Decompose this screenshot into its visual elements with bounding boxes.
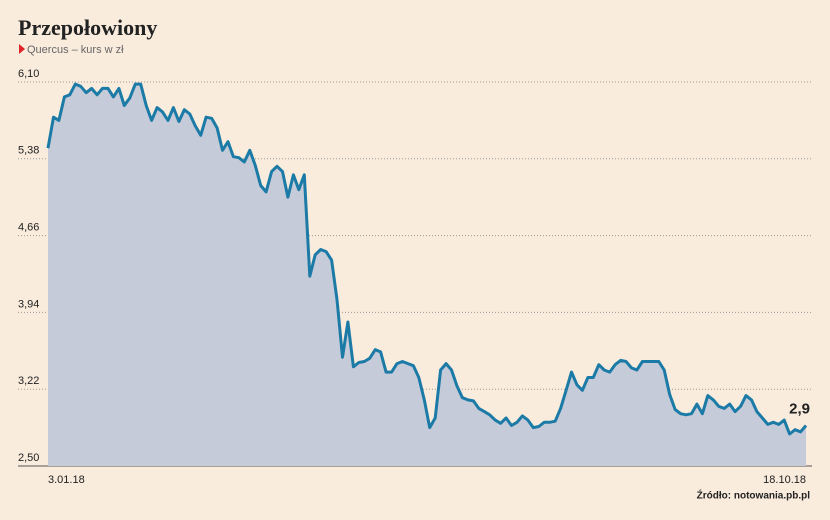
y-tick-label: 3,22 [18, 375, 39, 387]
y-tick-label: 4,66 [18, 222, 39, 234]
y-tick-label: 3,94 [18, 298, 39, 310]
y-tick-label: 5,38 [18, 145, 39, 157]
subtitle-marker [19, 44, 25, 54]
x-tick-label: 3.01.18 [48, 474, 85, 486]
line [46, 82, 808, 436]
y-tick-label: 2,50 [18, 452, 39, 464]
y-tick-label: 6,10 [18, 68, 39, 80]
x-tick-label: 18.10.18 [763, 474, 806, 486]
chart-subtitle: Quercus – kurs w zł [27, 44, 124, 56]
value-label: 2,9 [789, 400, 810, 417]
area [48, 84, 806, 466]
source: Źródło: notowania.pb.pl [697, 489, 811, 502]
chart-title: Przepołowiony [18, 15, 157, 40]
